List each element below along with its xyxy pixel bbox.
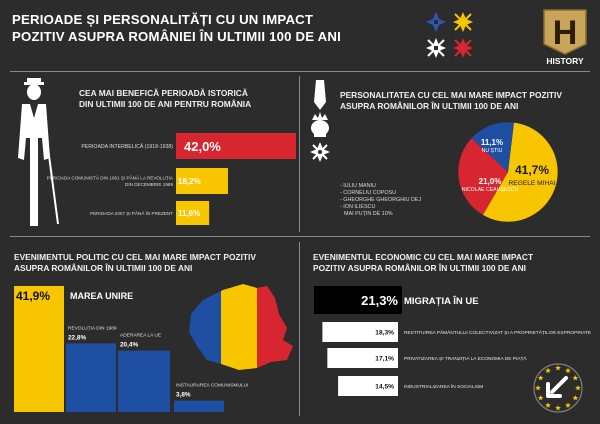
economic-heading-line2: POZITIV ASUPRA ROMÂNILOR ÎN ULTIMII 100 … — [313, 263, 526, 273]
political-value-label: 3,8% — [176, 392, 191, 399]
people-heading-line2: ASUPRA ROMÂNILOR ÎN ULTIMII 100 DE ANI — [340, 101, 519, 111]
periods-chart: PERIOADA INTERBELICĂ (1918-1938) 42,0% PER… — [47, 133, 296, 225]
periods-bar — [176, 168, 228, 194]
people-pie-chart: 41,7% REGELE MIHAI 21,0%NICOLAE CEAUȘESCU 1… — [457, 121, 559, 223]
page-title: PERIOADE ȘI PERSONALITĂȚI CU UN IMPACT P… — [12, 11, 341, 45]
periods-value-label: 11,6% — [178, 209, 200, 218]
political-value-label: 41,9% — [16, 289, 50, 303]
pie-slice — [471, 122, 514, 172]
periods-value-label: 42,0% — [184, 139, 221, 154]
pie-category-label: NICOLAE CEAUȘESCU — [462, 187, 519, 193]
separator-middle — [10, 236, 590, 237]
pie-category-label: NU ȘTIU — [482, 148, 503, 154]
political-category-label: REVOLUȚIA DIN 1989 — [68, 325, 117, 331]
economic-category-label: INDUSTRIALIZAREA ÎN SOCIALISM — [404, 383, 483, 390]
eu-star-icon — [572, 375, 579, 381]
periods-bar — [176, 133, 296, 159]
blue-motif-icon — [426, 12, 446, 32]
royal-order-icon — [310, 80, 330, 162]
economic-value-label: 17,1% — [375, 356, 394, 363]
romanian-motif-icons — [426, 12, 473, 58]
eu-star-icon — [555, 365, 561, 371]
eu-star-icon — [535, 385, 541, 391]
eu-star-icon — [537, 375, 544, 381]
economic-value-label: 18,3% — [375, 330, 394, 337]
economic-category-label: MIGRAȚIA ÎN UE — [404, 295, 479, 307]
periods-value-label: 18,2% — [178, 177, 201, 186]
white-motif-icon — [426, 38, 446, 58]
periods-heading-line1: CEA MAI BENEFICĂ PERIOADĂ ISTORICĂ — [79, 88, 248, 98]
economic-bar — [338, 376, 398, 396]
economic-value-label: 21,3% — [361, 293, 398, 308]
periods-heading-line2: DIN ULTIMII 100 DE ANI PENTRU ROMÂNIA — [79, 99, 252, 109]
other-personalities-list: - IULIU MANIU - CORNELIU COPOSU - GHEORG… — [340, 183, 421, 218]
eu-star-icon — [565, 367, 571, 374]
economic-bar — [327, 348, 398, 368]
economic-chart: 21,3% MIGRAȚIA ÎN UE 18,3% RESTITUIREA PĂMÂ… — [314, 286, 591, 396]
separator-top — [10, 71, 590, 72]
periods-category-label: PERIOADA 2007 ȘI PÂNĂ ÎN PREZENT — [90, 210, 173, 216]
pie-slice — [458, 138, 508, 216]
political-chart: 41,9% MAREA UNIRE REVOLUȚIA DIN 1989 22,8% A… — [14, 286, 248, 412]
pie-value-label: 21,0% — [479, 177, 502, 186]
other-personalities-note: MAI PUȚIN DE 10% — [344, 211, 393, 217]
economic-heading-line1: EVENIMENTUL ECONOMIC CU CEL MAI MARE IMP… — [313, 252, 534, 262]
political-heading-line1: EVENIMENTUL POLITIC CU CEL MAI MARE IMPA… — [14, 252, 256, 262]
political-value-label: 22,8% — [68, 334, 86, 341]
political-bar — [118, 350, 170, 412]
history-logo: H HISTORY — [543, 9, 587, 66]
political-heading: EVENIMENTUL POLITIC CU CEL MAI MARE IMPA… — [14, 252, 256, 274]
political-bar — [14, 286, 64, 412]
political-category-label: MAREA UNIRE — [70, 291, 133, 301]
yellow-motif-icon — [453, 12, 473, 32]
pie-slice — [482, 122, 558, 222]
periods-category-label: PERIOADA INTERBELICĂ (1918-1938) — [81, 143, 173, 150]
eu-star-icon — [537, 395, 544, 401]
separator-vertical-top — [299, 76, 300, 232]
separator-vertical-bottom — [299, 242, 300, 416]
eu-star-icon — [545, 367, 551, 374]
economic-heading: EVENIMENTUL ECONOMIC CU CEL MAI MARE IMP… — [313, 252, 533, 274]
political-category-label: INSTAURAREA COMUNISMULUI — [176, 383, 248, 389]
eu-star-icon — [565, 402, 571, 408]
other-personality-item: - ION ILIESCU — [340, 204, 376, 210]
eu-stars-arrow-icon — [533, 363, 583, 413]
eu-star-icon — [545, 402, 551, 408]
people-heading-line1: PERSONALITATEA CU CEL MAI MARE IMPACT PO… — [340, 90, 562, 100]
history-logo-text: HISTORY — [546, 56, 584, 66]
pie-value-label: 11,1% — [481, 138, 503, 147]
eu-star-icon — [572, 395, 579, 401]
eu-star-icon — [575, 385, 581, 391]
eu-star-icon — [555, 405, 561, 411]
periods-heading: CEA MAI BENEFICĂ PERIOADĂ ISTORICĂ DIN U… — [79, 88, 251, 110]
economic-bar — [322, 322, 398, 342]
red-motif-icon — [453, 38, 473, 58]
svg-text:H: H — [553, 14, 578, 52]
page-title-line2: POZITIV ASUPRA ROMÂNIEI ÎN ULTIMII 100 D… — [12, 29, 341, 44]
political-category-label: ADERAREA LA UE — [120, 333, 161, 339]
political-bar — [174, 400, 224, 412]
pie-value-label: 41,7% — [515, 163, 549, 177]
political-heading-line2: ASUPRA ROMÂNILOR ÎN ULTIMII 100 DE ANI — [14, 263, 193, 273]
economic-category-label: RESTITUIREA PĂMÂNTULUI COLECTIVIZAT ȘI A… — [404, 329, 591, 336]
political-bar — [66, 343, 116, 412]
periods-category-label: PERIOADA COMUNISTĂ DIN 1961 ȘI PÂNĂ LA R… — [47, 174, 174, 187]
other-personality-item: - IULIU MANIU — [340, 183, 376, 189]
people-heading: PERSONALITATEA CU CEL MAI MARE IMPACT PO… — [340, 90, 562, 112]
political-value-label: 20,4% — [120, 342, 138, 349]
economic-value-label: 14,5% — [375, 384, 394, 391]
periods-bar — [176, 201, 210, 225]
other-personality-item: - CORNELIU COPOSU — [340, 190, 397, 196]
pie-category-label: REGELE MIHAI — [509, 180, 556, 187]
economic-category-label: PRIVATIZAREA ȘI TRANZIȚIA LA ECONOMIA DE… — [404, 355, 527, 362]
romania-map-flag-icon — [189, 284, 293, 370]
economic-bar — [314, 286, 402, 314]
other-personality-item: - GHEORGHE GHEORGHIU DEJ — [340, 197, 422, 203]
gentleman-silhouette-icon — [18, 78, 59, 226]
page-title-line1: PERIOADE ȘI PERSONALITĂȚI CU UN IMPACT — [12, 12, 314, 27]
